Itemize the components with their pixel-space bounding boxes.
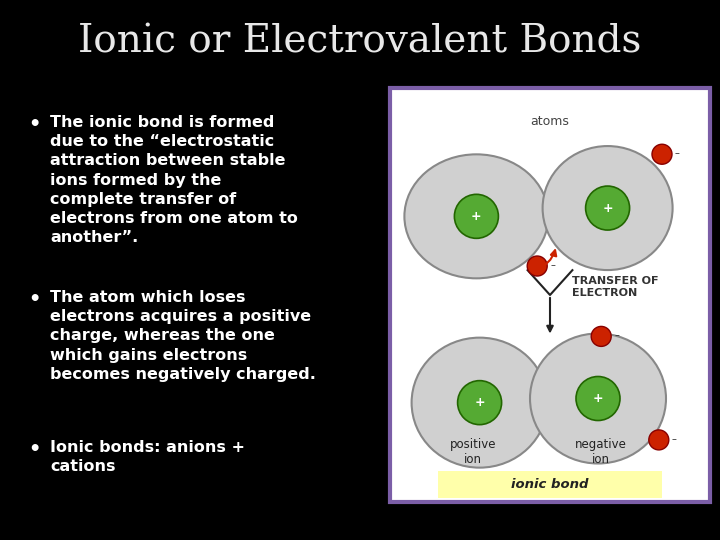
Text: The ionic bond is formed
due to the “electrostatic
attraction between stable
ion: The ionic bond is formed due to the “ele…: [50, 115, 298, 245]
Text: •: •: [28, 115, 40, 134]
Bar: [438, 471, 662, 498]
Text: +: +: [474, 396, 485, 409]
Circle shape: [527, 256, 547, 276]
Text: positive
ion: positive ion: [450, 438, 497, 467]
Ellipse shape: [405, 154, 549, 278]
Circle shape: [585, 186, 629, 230]
Text: negative
ion: negative ion: [575, 438, 627, 467]
Text: TRANSFER OF
ELECTRON: TRANSFER OF ELECTRON: [572, 275, 659, 298]
Text: –: –: [614, 330, 619, 340]
Ellipse shape: [530, 334, 666, 463]
Text: •: •: [28, 290, 40, 309]
Circle shape: [576, 376, 620, 421]
Circle shape: [652, 144, 672, 164]
Circle shape: [591, 326, 611, 346]
Circle shape: [454, 194, 498, 238]
Text: –: –: [550, 260, 555, 270]
Circle shape: [458, 381, 502, 424]
Text: +: +: [471, 210, 482, 223]
Circle shape: [649, 430, 669, 450]
Text: •: •: [28, 440, 40, 459]
Text: +: +: [593, 392, 603, 405]
Text: +: +: [603, 201, 613, 214]
Text: –: –: [675, 148, 680, 158]
Text: The atom which loses
electrons acquires a positive
charge, whereas the one
which: The atom which loses electrons acquires …: [50, 290, 316, 382]
Ellipse shape: [412, 338, 548, 468]
Text: Ionic or Electrovalent Bonds: Ionic or Electrovalent Bonds: [78, 24, 642, 60]
Ellipse shape: [543, 146, 672, 270]
Text: atoms: atoms: [531, 114, 570, 127]
Text: –: –: [672, 434, 677, 444]
Bar: [390, 88, 710, 502]
Text: ionic bond: ionic bond: [511, 478, 589, 491]
Text: Ionic bonds: anions +
cations: Ionic bonds: anions + cations: [50, 440, 245, 474]
